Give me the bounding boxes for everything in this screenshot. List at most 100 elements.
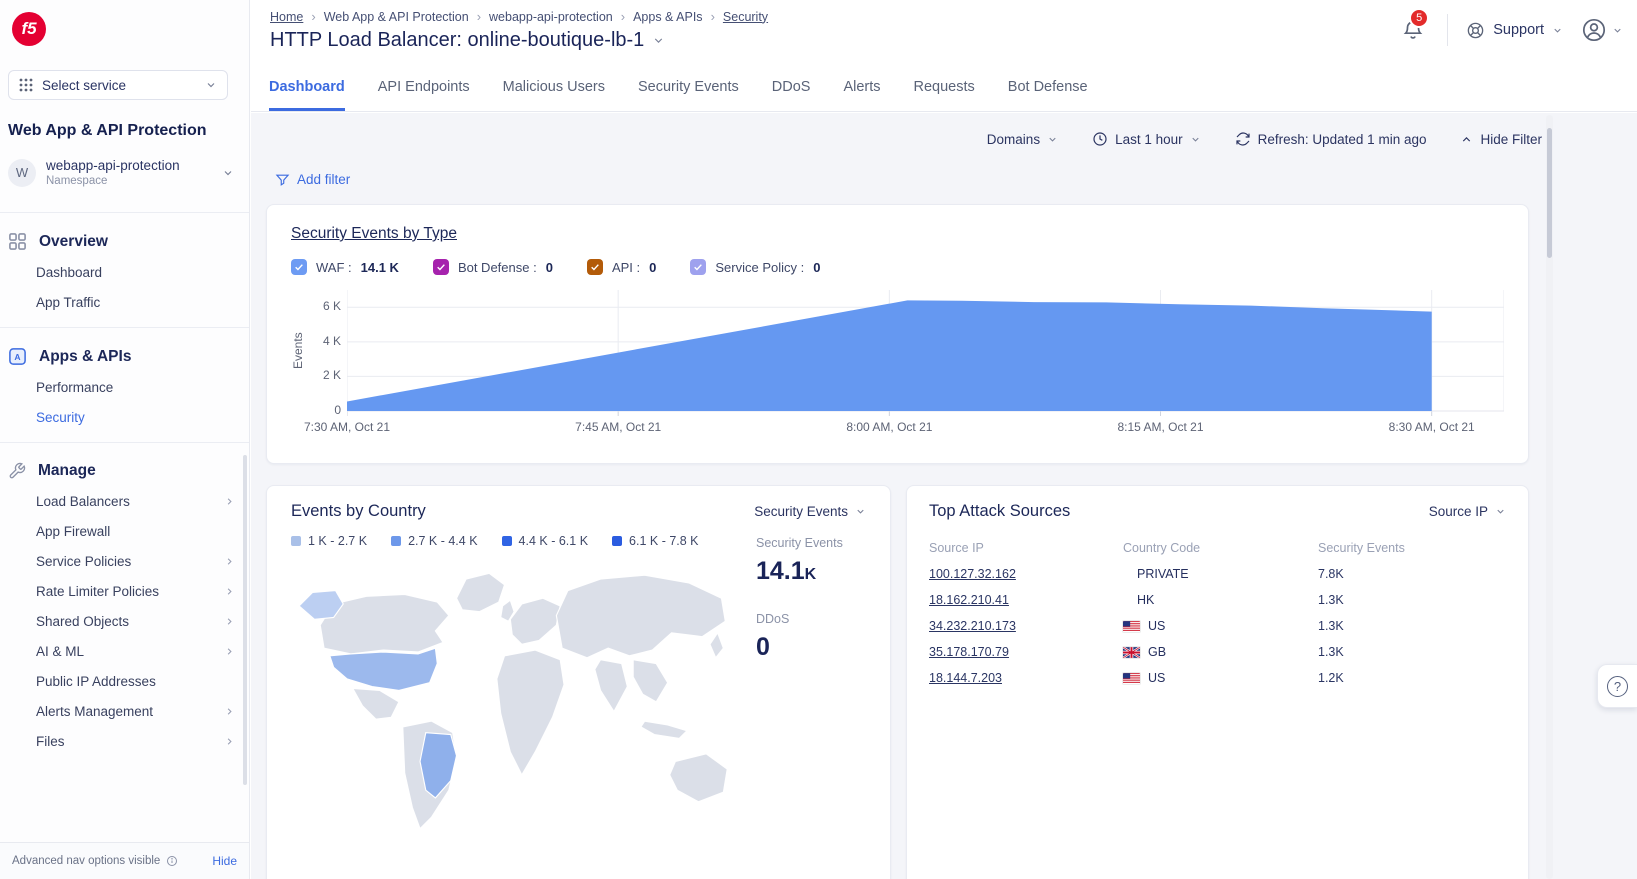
sidebar-section-overview[interactable]: Overview — [0, 226, 249, 257]
sidebar-item-files[interactable]: Files — [0, 726, 249, 756]
filter-toolbar: Domains Last 1 hour Refresh: Updated 1 m… — [266, 131, 1542, 147]
waf-checkbox[interactable] — [291, 259, 307, 275]
table-row: 34.232.210.173 US 1.3K — [929, 613, 1506, 639]
source-ip-link[interactable]: 100.127.32.162 — [929, 567, 1016, 581]
us-flag-icon — [1123, 620, 1140, 632]
nav-item-label: AI & ML — [36, 643, 85, 659]
col-security-events: Security Events — [1318, 541, 1405, 555]
bucket-swatch — [391, 536, 402, 546]
add-filter-row: Add filter — [266, 172, 1637, 192]
sidebar-item-service-policies[interactable]: Service Policies — [0, 546, 249, 576]
legend-item-waf: WAF : 14.1 K — [291, 259, 399, 275]
sidebar-item-shared-objects[interactable]: Shared Objects — [0, 606, 249, 636]
help-button[interactable]: ? — [1597, 664, 1637, 708]
life-buoy-icon — [1467, 22, 1484, 38]
bucket-swatch — [612, 536, 623, 546]
sidebar-footer: Advanced nav options visible Hide — [0, 842, 249, 879]
select-service-button[interactable]: Select service — [8, 70, 228, 100]
sidebar-item-dashboard[interactable]: Dashboard — [0, 257, 249, 287]
hide-advanced-nav-link[interactable]: Hide — [212, 854, 237, 868]
stat-value-security-events: 14.1K — [756, 557, 866, 586]
sidebar-item-performance[interactable]: Performance — [0, 372, 249, 402]
content-scrollbar-track[interactable] — [1546, 115, 1553, 879]
content-scrollbar-thumb[interactable] — [1547, 128, 1552, 258]
map-region-brazil[interactable] — [419, 732, 458, 799]
breadcrumb-home[interactable]: Home — [270, 9, 304, 24]
sidebar-item-app-firewall[interactable]: App Firewall — [0, 516, 249, 546]
chevron-down-icon — [224, 170, 232, 175]
add-filter-button[interactable]: Add filter — [275, 172, 350, 187]
legend-item-api: API : 0 — [586, 259, 656, 275]
breadcrumb-apps-apis[interactable]: Apps & APIs — [633, 9, 703, 24]
tab-malicious-users[interactable]: Malicious Users — [502, 79, 605, 95]
x-tick: 8:30 AM, Oct 21 — [1388, 420, 1475, 434]
stat-value-ddos: 0 — [756, 633, 866, 662]
sidebar-scrollbar[interactable] — [243, 455, 247, 785]
tab-api-endpoints[interactable]: API Endpoints — [377, 79, 470, 95]
country-cell: GB — [1123, 645, 1318, 659]
map-region-southeast-asia — [632, 659, 669, 703]
breadcrumb-namespace[interactable]: webapp-api-protection — [489, 9, 613, 24]
sidebar-section-manage[interactable]: Manage — [0, 456, 249, 486]
chevron-down-icon — [1554, 28, 1561, 33]
info-icon — [167, 856, 178, 866]
map-region-australia — [669, 753, 728, 803]
select-service-label: Select service — [42, 77, 127, 93]
account-menu[interactable] — [1581, 17, 1623, 43]
domains-dropdown[interactable]: Domains — [987, 132, 1058, 147]
tab-bar: Dashboard API Endpoints Malicious Users … — [251, 60, 1637, 112]
chevron-right-icon — [227, 647, 232, 655]
tab-alerts[interactable]: Alerts — [843, 79, 881, 95]
hide-filter-button[interactable]: Hide Filter — [1460, 132, 1542, 147]
sidebar-item-public-ip-addresses[interactable]: Public IP Addresses — [0, 666, 249, 696]
country-metric-selector[interactable]: Security Events — [754, 504, 866, 519]
source-ip-link[interactable]: 35.178.170.79 — [929, 645, 1009, 659]
time-range-dropdown[interactable]: Last 1 hour — [1092, 131, 1201, 147]
tab-requests[interactable]: Requests — [913, 79, 975, 95]
area-chart-plot: 7:30 AM, Oct 21 7:45 AM, Oct 21 8:00 AM,… — [304, 290, 1504, 440]
country-cell: PRIVATE — [1123, 567, 1318, 581]
top-attack-sources-header: Top Attack Sources Source IP — [929, 502, 1506, 521]
source-group-selector[interactable]: Source IP — [1429, 504, 1506, 519]
lower-cards-row: Events by Country Security Events 1 K - … — [266, 485, 1637, 879]
bucket-label: 6.1 K - 7.8 K — [629, 534, 699, 548]
hide-filter-label: Hide Filter — [1480, 131, 1542, 147]
breadcrumb-security[interactable]: Security — [722, 9, 769, 24]
tab-ddos[interactable]: DDoS — [771, 79, 811, 95]
source-ip-link[interactable]: 18.144.7.203 — [929, 671, 1002, 685]
sidebar-item-app-traffic[interactable]: App Traffic — [0, 287, 249, 317]
area-chart-wrap: Events 6 K 4 K 2 K 0 7:30 AM, Oct 21 7:4… — [291, 290, 1504, 440]
tab-dashboard[interactable]: Dashboard — [269, 60, 345, 111]
breadcrumb: Home Web App & API Protection webapp-api… — [270, 9, 1623, 24]
x-tick: 7:45 AM, Oct 21 — [575, 420, 662, 434]
namespace-text: webapp-api-protection Namespace — [46, 158, 180, 187]
api-checkbox[interactable] — [586, 259, 603, 275]
sidebar-item-load-balancers[interactable]: Load Balancers — [0, 486, 249, 516]
sidebar-section-apps-apis[interactable]: A Apps & APIs — [0, 341, 249, 372]
country-code: US — [1148, 671, 1166, 685]
namespace-selector[interactable]: W webapp-api-protection Namespace — [8, 158, 240, 187]
support-menu[interactable]: Support — [1466, 21, 1563, 40]
breadcrumb-waap[interactable]: Web App & API Protection — [323, 9, 469, 24]
security-events-by-type-title[interactable]: Security Events by Type — [291, 225, 457, 242]
sidebar-item-rate-limiter-policies[interactable]: Rate Limiter Policies — [0, 576, 249, 606]
x-tick: 8:00 AM, Oct 21 — [846, 420, 933, 434]
map-region-alaska[interactable] — [298, 589, 344, 620]
source-ip-link[interactable]: 34.232.210.173 — [929, 619, 1016, 633]
notifications-button[interactable]: 5 — [1397, 8, 1430, 46]
refresh-button[interactable]: Refresh: Updated 1 min ago — [1235, 131, 1426, 147]
chevron-down-icon[interactable] — [652, 34, 665, 47]
chevron-down-icon — [857, 509, 864, 514]
service-policy-checkbox[interactable] — [690, 259, 707, 275]
tab-security-events[interactable]: Security Events — [638, 79, 739, 95]
wrench-icon — [9, 462, 26, 479]
source-ip-link[interactable]: 18.162.210.41 — [929, 593, 1009, 607]
tab-bot-defense[interactable]: Bot Defense — [1007, 79, 1088, 95]
sidebar-item-security[interactable]: Security — [0, 402, 249, 432]
sidebar-item-alerts-management[interactable]: Alerts Management — [0, 696, 249, 726]
bot-defense-checkbox[interactable] — [432, 259, 449, 275]
map-region-united-states[interactable] — [329, 647, 438, 691]
map-region-greenland — [455, 572, 506, 613]
chevron-right-icon — [227, 617, 232, 625]
sidebar-item-ai-ml[interactable]: AI & ML — [0, 636, 249, 666]
